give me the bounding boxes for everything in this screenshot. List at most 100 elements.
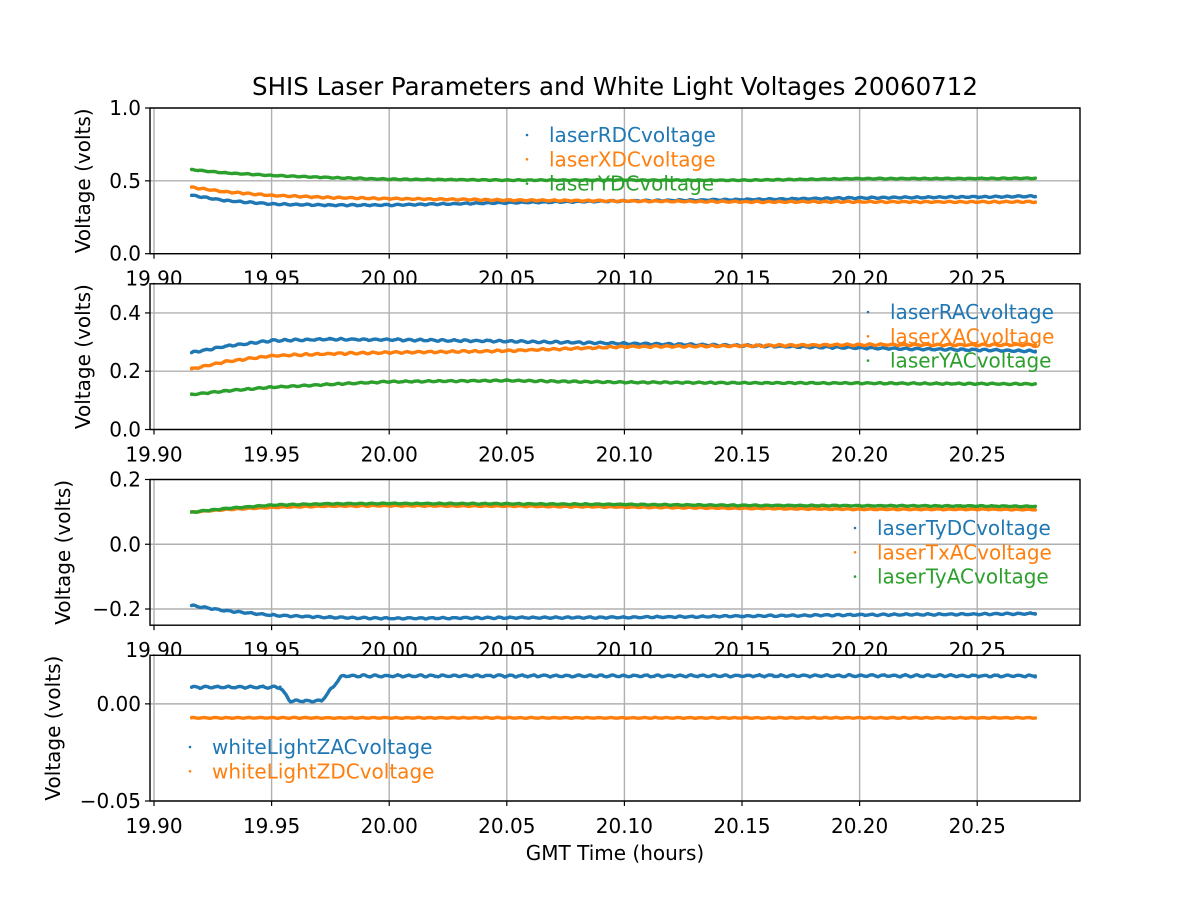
y-tick-label-0-2: 0.2: [109, 359, 141, 383]
data-point-whitelightzacvoltage-8: [1033, 674, 1037, 678]
data-point-laserydcvoltage-10: [1033, 176, 1037, 180]
legend-label-whitelightzdcvoltage: whiteLightZDCvoltage: [212, 759, 434, 783]
x-tick-label-20-25: 20.25: [949, 443, 1006, 467]
x-tick-label-20-05: 20.05: [478, 443, 535, 467]
legend: laserTyDCvoltagelaserTxACvoltagelaserTyA…: [853, 516, 1052, 589]
axes-background: [150, 655, 1080, 801]
legend-marker-laserydcvoltage: [525, 182, 529, 185]
subplot-4: whiteLightZACvoltagewhiteLightZDCvoltage…: [41, 654, 1081, 838]
data-point-laseryacvoltage-1: [222, 389, 227, 393]
data-point-lasertxacvoltage-5: [505, 504, 509, 508]
data-point-laserxdcvoltage-5: [505, 198, 509, 202]
data-point-lasertxacvoltage-9: [975, 507, 979, 511]
series-line-laserxdcvoltage: [189, 185, 1038, 205]
data-point-laserydcvoltage-3: [328, 176, 333, 180]
data-point-laserydcvoltage-2: [270, 173, 274, 178]
data-point-laserydcvoltage-4: [387, 177, 391, 181]
data-point-whitelightzacvoltage-1: [278, 685, 282, 689]
data-point-lasertxacvoltage-10: [1033, 508, 1037, 512]
legend: laserRDCvoltagelaserXDCvoltagelaserYDCvo…: [525, 123, 716, 196]
data-point-laserydcvoltage-7: [740, 178, 744, 182]
series-group: [189, 336, 1038, 397]
axes-frame: [149, 283, 1081, 431]
data-point-laserxacvoltage-0: [190, 367, 194, 371]
data-point-lasertydcvoltage-5: [505, 616, 509, 620]
y-tick-label-0-05: −0.05: [80, 789, 141, 813]
series-line-whitelightzdcvoltage: [189, 715, 1038, 721]
data-point-whitelightzacvoltage-5: [387, 674, 391, 678]
data-point-laserxacvoltage-6: [622, 345, 627, 349]
data-point-laserxdcvoltage-0: [190, 185, 194, 189]
legend-label-whitelightzacvoltage: whiteLightZACvoltage: [212, 735, 432, 759]
data-point-laserracvoltage-6: [622, 341, 627, 346]
data-point-lasertydcvoltage-1: [222, 609, 227, 613]
x-tick-label-19-90: 19.90: [125, 443, 182, 467]
data-point-laserydcvoltage-0: [190, 168, 194, 172]
data-point-lasertyacvoltage-3: [328, 502, 333, 506]
data-point-lasertxacvoltage-7: [740, 506, 744, 510]
series-group: [189, 672, 1038, 721]
x-tick-label-20-15: 20.15: [713, 814, 770, 838]
data-point-laserxacvoltage-3: [328, 352, 333, 356]
x-axis-ticks: 19.90 19.95 20.00 20.05 20.10 20.15 20.20 20.25: [125, 801, 1006, 838]
data-point-lasertydcvoltage-7: [740, 614, 744, 618]
y-tick-label-0-00: 0.00: [96, 692, 141, 716]
x-tick-label-19-90: 19.90: [125, 814, 182, 838]
data-point-laseryacvoltage-4: [387, 380, 391, 384]
legend-marker-lasertyacvoltage: [853, 575, 857, 578]
series-line-lasertyacvoltage: [189, 501, 1038, 514]
legend-marker-whitelightzdcvoltage: [188, 770, 192, 773]
x-tick-label-19-95: 19.95: [243, 814, 300, 838]
data-point-laserracvoltage-8: [858, 346, 862, 350]
legend-marker-lasertydcvoltage: [853, 526, 857, 530]
y-tick-label-0-5: 0.5: [109, 169, 141, 193]
x-tick-label-20-15: 20.15: [713, 443, 770, 467]
data-point-whitelightzdcvoltage-1: [1033, 716, 1037, 720]
data-point-laserydcvoltage-1: [222, 171, 227, 175]
legend-label-laserydcvoltage: laserYDCvoltage: [549, 172, 714, 196]
subplot-2: laserRACvoltagelaserXACvoltagelaserYACvo…: [71, 283, 1081, 467]
legend-marker-laserxacvoltage: [866, 335, 870, 338]
series-line-laseryacvoltage: [189, 378, 1038, 397]
data-point-laseryacvoltage-5: [505, 378, 509, 383]
subplot-1: laserRDCvoltagelaserXDCvoltagelaserYDCvo…: [71, 96, 1081, 291]
data-point-whitelightzacvoltage-7: [858, 674, 862, 678]
x-tick-label-20-05: 20.05: [478, 814, 535, 838]
axes-frame: [149, 478, 1081, 626]
series-line-lasertxacvoltage: [189, 503, 1038, 514]
data-point-laserxacvoltage-9: [975, 343, 979, 347]
legend-marker-laserrdcvoltage: [525, 133, 529, 137]
data-point-lasertydcvoltage-4: [387, 616, 391, 621]
data-point-whitelightzacvoltage-4: [340, 674, 344, 678]
data-point-lasertxacvoltage-8: [858, 507, 862, 511]
y-tick-label-0-2: 0.2: [109, 468, 141, 492]
x-axis-ticks: 19.90 19.95 20.00 20.05 20.10 20.15 20.20 20.25: [125, 429, 1006, 467]
data-point-lasertyacvoltage-4: [387, 501, 391, 506]
data-point-laserxdcvoltage-2: [270, 193, 274, 198]
data-point-laserrdcvoltage-0: [190, 193, 194, 198]
y-axis-label: Voltage (volts): [71, 284, 95, 429]
series-line-laserydcvoltage: [189, 167, 1038, 183]
data-point-laserracvoltage-10: [1033, 349, 1037, 353]
y-tick-label-0-2: −0.2: [92, 597, 141, 621]
data-point-laserxacvoltage-2: [270, 354, 274, 358]
data-point-laserracvoltage-5: [505, 339, 509, 343]
data-point-laserxdcvoltage-7: [740, 200, 744, 204]
series-group: [189, 501, 1038, 621]
data-point-lasertydcvoltage-0: [190, 603, 194, 608]
axes-background: [150, 283, 1080, 430]
y-axis-label: Voltage (volts): [41, 656, 65, 801]
data-point-laserxacvoltage-7: [740, 344, 744, 348]
y-axis-label: Voltage (volts): [51, 480, 75, 625]
data-point-whitelightzacvoltage-6: [622, 674, 627, 678]
legend-marker-lasertxacvoltage: [853, 551, 857, 554]
data-point-laserracvoltage-1: [222, 344, 227, 349]
legend-marker-whitelightzacvoltage: [188, 745, 192, 749]
data-point-lasertyacvoltage-0: [190, 510, 194, 514]
data-point-whitelightzacvoltage-3: [320, 699, 324, 703]
data-point-laserxacvoltage-4: [387, 350, 391, 355]
data-point-laserydcvoltage-6: [622, 178, 627, 182]
legend-marker-laserracvoltage: [866, 310, 870, 314]
data-point-lasertydcvoltage-10: [1033, 611, 1037, 616]
data-point-lasertydcvoltage-9: [975, 612, 979, 616]
